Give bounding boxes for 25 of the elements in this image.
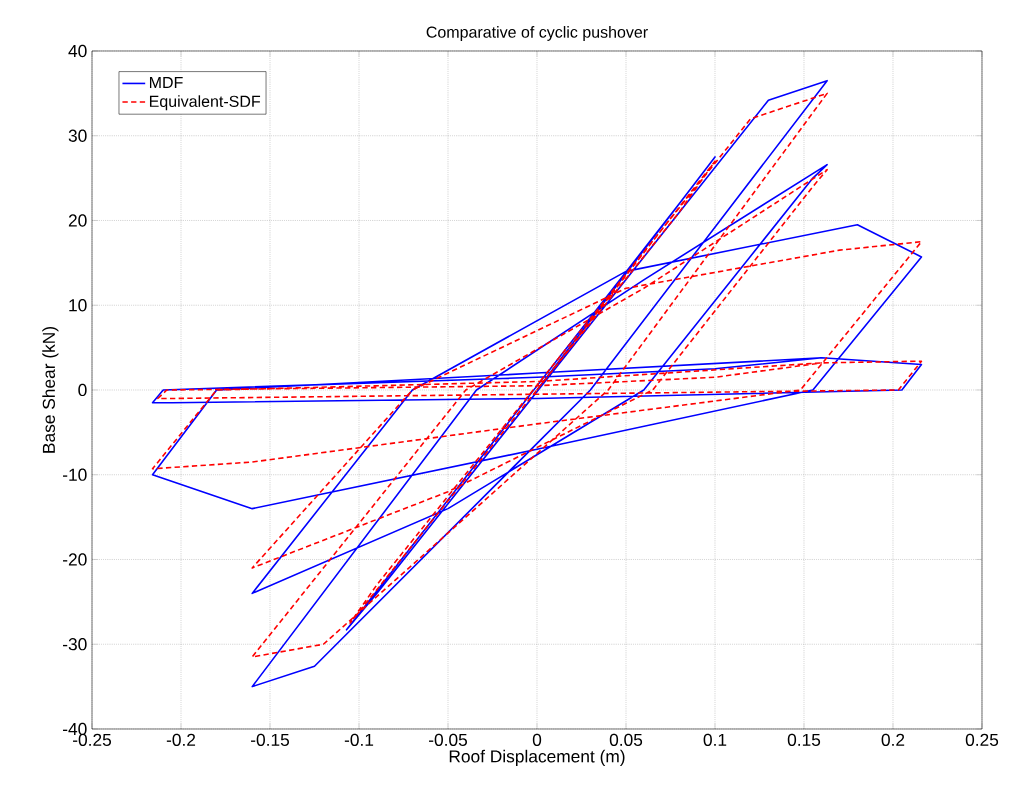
y-axis-title: Base Shear (kN) [42, 327, 59, 453]
y-tick-label: -40 [63, 722, 87, 736]
x-tick-label: 0 [532, 733, 542, 746]
x-tick-label: 0.05 [609, 733, 643, 746]
x-tick-label: -0.15 [251, 733, 290, 746]
y-tick-label: 20 [68, 214, 87, 227]
x-tick-label: 0.1 [703, 733, 727, 746]
y-tick-label: -20 [63, 553, 87, 566]
y-tick-label: 10 [69, 299, 87, 312]
legend-label: Equivalent-SDF [149, 95, 261, 111]
x-tick-label: -0.2 [166, 733, 196, 746]
y-tick-label: -30 [63, 638, 87, 651]
x-tick-label: 0.25 [965, 733, 999, 746]
x-tick-label: 0.15 [787, 733, 821, 746]
y-tick-label: 0 [78, 383, 87, 397]
x-axis-title: Roof Displacement (m) [449, 749, 625, 766]
legend-label: MDF [149, 76, 183, 88]
chart-title: Comparative of cyclic pushover [426, 26, 648, 41]
x-tick-label: -0.25 [73, 733, 112, 746]
x-tick-label: -0.1 [344, 733, 374, 746]
y-tick-label: 30 [68, 129, 87, 142]
y-tick-label: 40 [68, 44, 87, 58]
x-tick-label: 0.2 [881, 733, 905, 746]
x-tick-label: -0.05 [429, 733, 468, 746]
y-tick-label: -10 [63, 468, 87, 481]
